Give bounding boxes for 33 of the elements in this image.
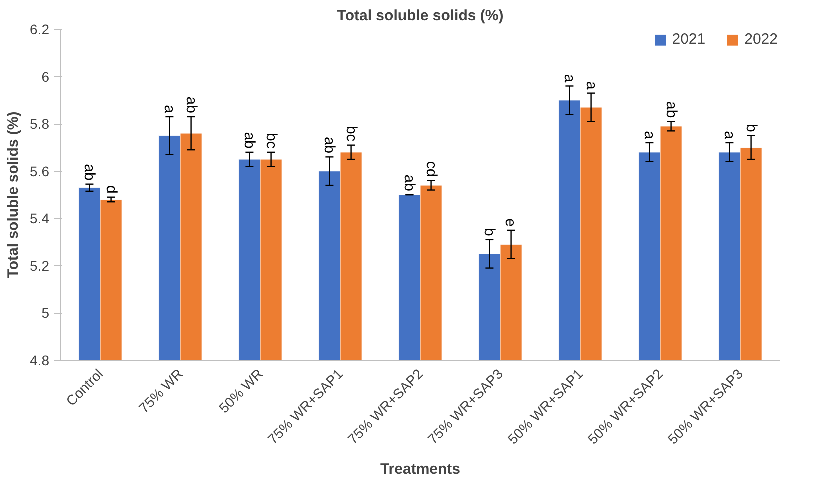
data-label: bc	[262, 133, 280, 150]
data-label: ab	[401, 174, 418, 192]
y-tick-label: 6.2	[30, 22, 50, 38]
legend-label: 2022	[744, 31, 778, 48]
x-tick-label: 50% WR	[216, 366, 266, 416]
data-label: e	[502, 218, 519, 227]
y-tick-label: 4.8	[30, 352, 50, 368]
data-label: cd	[422, 161, 440, 178]
y-tick-label: 5.2	[30, 258, 50, 274]
chart-title: Total soluble solids (%)	[337, 8, 504, 24]
data-label: ab	[321, 136, 338, 154]
data-label: a	[641, 131, 658, 140]
y-axis-title: Total soluble solids (%)	[5, 112, 22, 278]
x-axis-title: Treatments	[380, 460, 461, 478]
y-tick-label: 5.6	[30, 163, 50, 180]
y-tick-label: 6	[42, 68, 50, 85]
y-tick-label: 5.8	[30, 116, 50, 132]
y-tick-label: 5.4	[30, 210, 50, 227]
data-label: ab	[241, 132, 258, 149]
data-label: ab	[81, 164, 98, 181]
data-label: d	[102, 185, 120, 194]
data-label: a	[582, 81, 600, 90]
data-label: a	[561, 74, 578, 84]
data-label: a	[161, 105, 178, 114]
data-label: bc	[342, 126, 360, 142]
data-label: b	[742, 124, 760, 132]
data-label: a	[721, 131, 738, 140]
data-label: b	[481, 228, 498, 236]
y-tick-label: 5	[42, 305, 50, 322]
data-label: ab	[182, 96, 200, 114]
data-label: ab	[662, 101, 680, 118]
legend-label: 2021	[672, 31, 706, 48]
x-tick-label: 75% WR	[136, 366, 186, 416]
